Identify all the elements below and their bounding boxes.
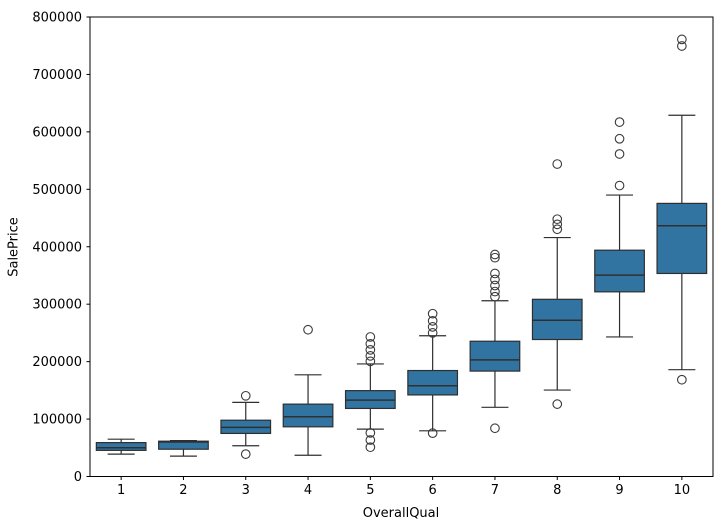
outlier-marker <box>365 427 376 438</box>
y-tick-label: 300000 <box>32 298 82 313</box>
outlier-marker <box>490 274 500 285</box>
outlier-marker <box>614 180 625 191</box>
outlier-marker <box>490 286 500 297</box>
y-tick-label: 600000 <box>32 125 82 140</box>
box-qual-6 <box>407 308 459 438</box>
box-qual-9 <box>594 117 645 338</box>
box-qual-5 <box>344 332 396 453</box>
box-qual-4 <box>282 324 334 456</box>
axes-spines <box>89 16 714 477</box>
x-axis-label: OverallQual <box>362 506 440 521</box>
x-tick-label: 10 <box>674 483 691 498</box>
outlier-marker <box>490 249 500 260</box>
outlier-marker <box>676 41 687 51</box>
outlier-marker <box>552 224 563 235</box>
outlier-marker <box>490 291 500 302</box>
outlier-marker <box>490 268 500 279</box>
outlier-marker <box>490 280 500 291</box>
x-tick-label: 4 <box>304 483 312 498</box>
outlier-marker <box>614 133 625 144</box>
outlier-marker <box>552 159 563 169</box>
y-tick-label: 500000 <box>32 183 82 198</box>
outlier-marker <box>676 34 687 45</box>
iqr-box <box>407 369 459 396</box>
outlier-marker <box>240 390 251 401</box>
outlier-marker <box>303 324 313 335</box>
iqr-box <box>531 298 583 341</box>
y-tick-label: 0 <box>74 470 82 485</box>
outlier-marker <box>427 322 438 332</box>
iqr-box <box>282 403 334 428</box>
outlier-marker <box>490 423 500 434</box>
y-tick-label: 400000 <box>32 240 82 255</box>
box-qual-7 <box>469 249 521 434</box>
y-tick-label: 100000 <box>32 413 82 428</box>
outlier-marker <box>365 345 376 355</box>
x-tick-label: 6 <box>429 483 437 498</box>
iqr-box <box>158 440 209 450</box>
box-qual-8 <box>531 159 583 409</box>
box-qual-10 <box>656 34 708 385</box>
box-qual-2 <box>158 440 209 457</box>
box-qual-3 <box>220 390 272 459</box>
outlier-marker <box>427 428 438 438</box>
outlier-marker <box>552 214 563 225</box>
y-tick-label: 800000 <box>32 11 82 26</box>
x-tick-label: 8 <box>553 483 561 498</box>
x-tick-label: 3 <box>242 483 250 498</box>
outlier-marker <box>365 442 376 453</box>
outlier-marker <box>552 399 563 409</box>
outlier-marker <box>490 252 500 263</box>
iqr-box <box>656 202 708 275</box>
outlier-marker <box>427 315 438 326</box>
outlier-marker <box>240 449 251 459</box>
x-tick-label: 1 <box>117 483 125 498</box>
outlier-marker <box>676 374 687 385</box>
y-tick-label: 200000 <box>32 355 82 370</box>
outlier-marker <box>614 149 625 159</box>
outlier-marker <box>427 328 438 338</box>
outlier-marker <box>365 351 376 361</box>
outlier-marker <box>427 308 438 319</box>
x-tick-label: 7 <box>491 483 499 498</box>
y-axis-label: SalePrice <box>6 217 22 277</box>
outlier-marker <box>614 117 625 127</box>
box-qual-1 <box>95 438 147 455</box>
x-tick-label: 2 <box>179 483 187 498</box>
outlier-marker <box>365 338 376 349</box>
outlier-marker <box>365 332 376 342</box>
outlier-marker <box>552 219 563 230</box>
y-tick-label: 700000 <box>32 68 82 83</box>
outlier-marker <box>365 356 376 367</box>
x-tick-label: 9 <box>615 483 623 498</box>
x-tick-label: 5 <box>366 483 374 498</box>
iqr-box <box>95 442 147 451</box>
outlier-marker <box>365 435 376 445</box>
iqr-box <box>594 249 645 293</box>
iqr-box <box>469 340 521 372</box>
